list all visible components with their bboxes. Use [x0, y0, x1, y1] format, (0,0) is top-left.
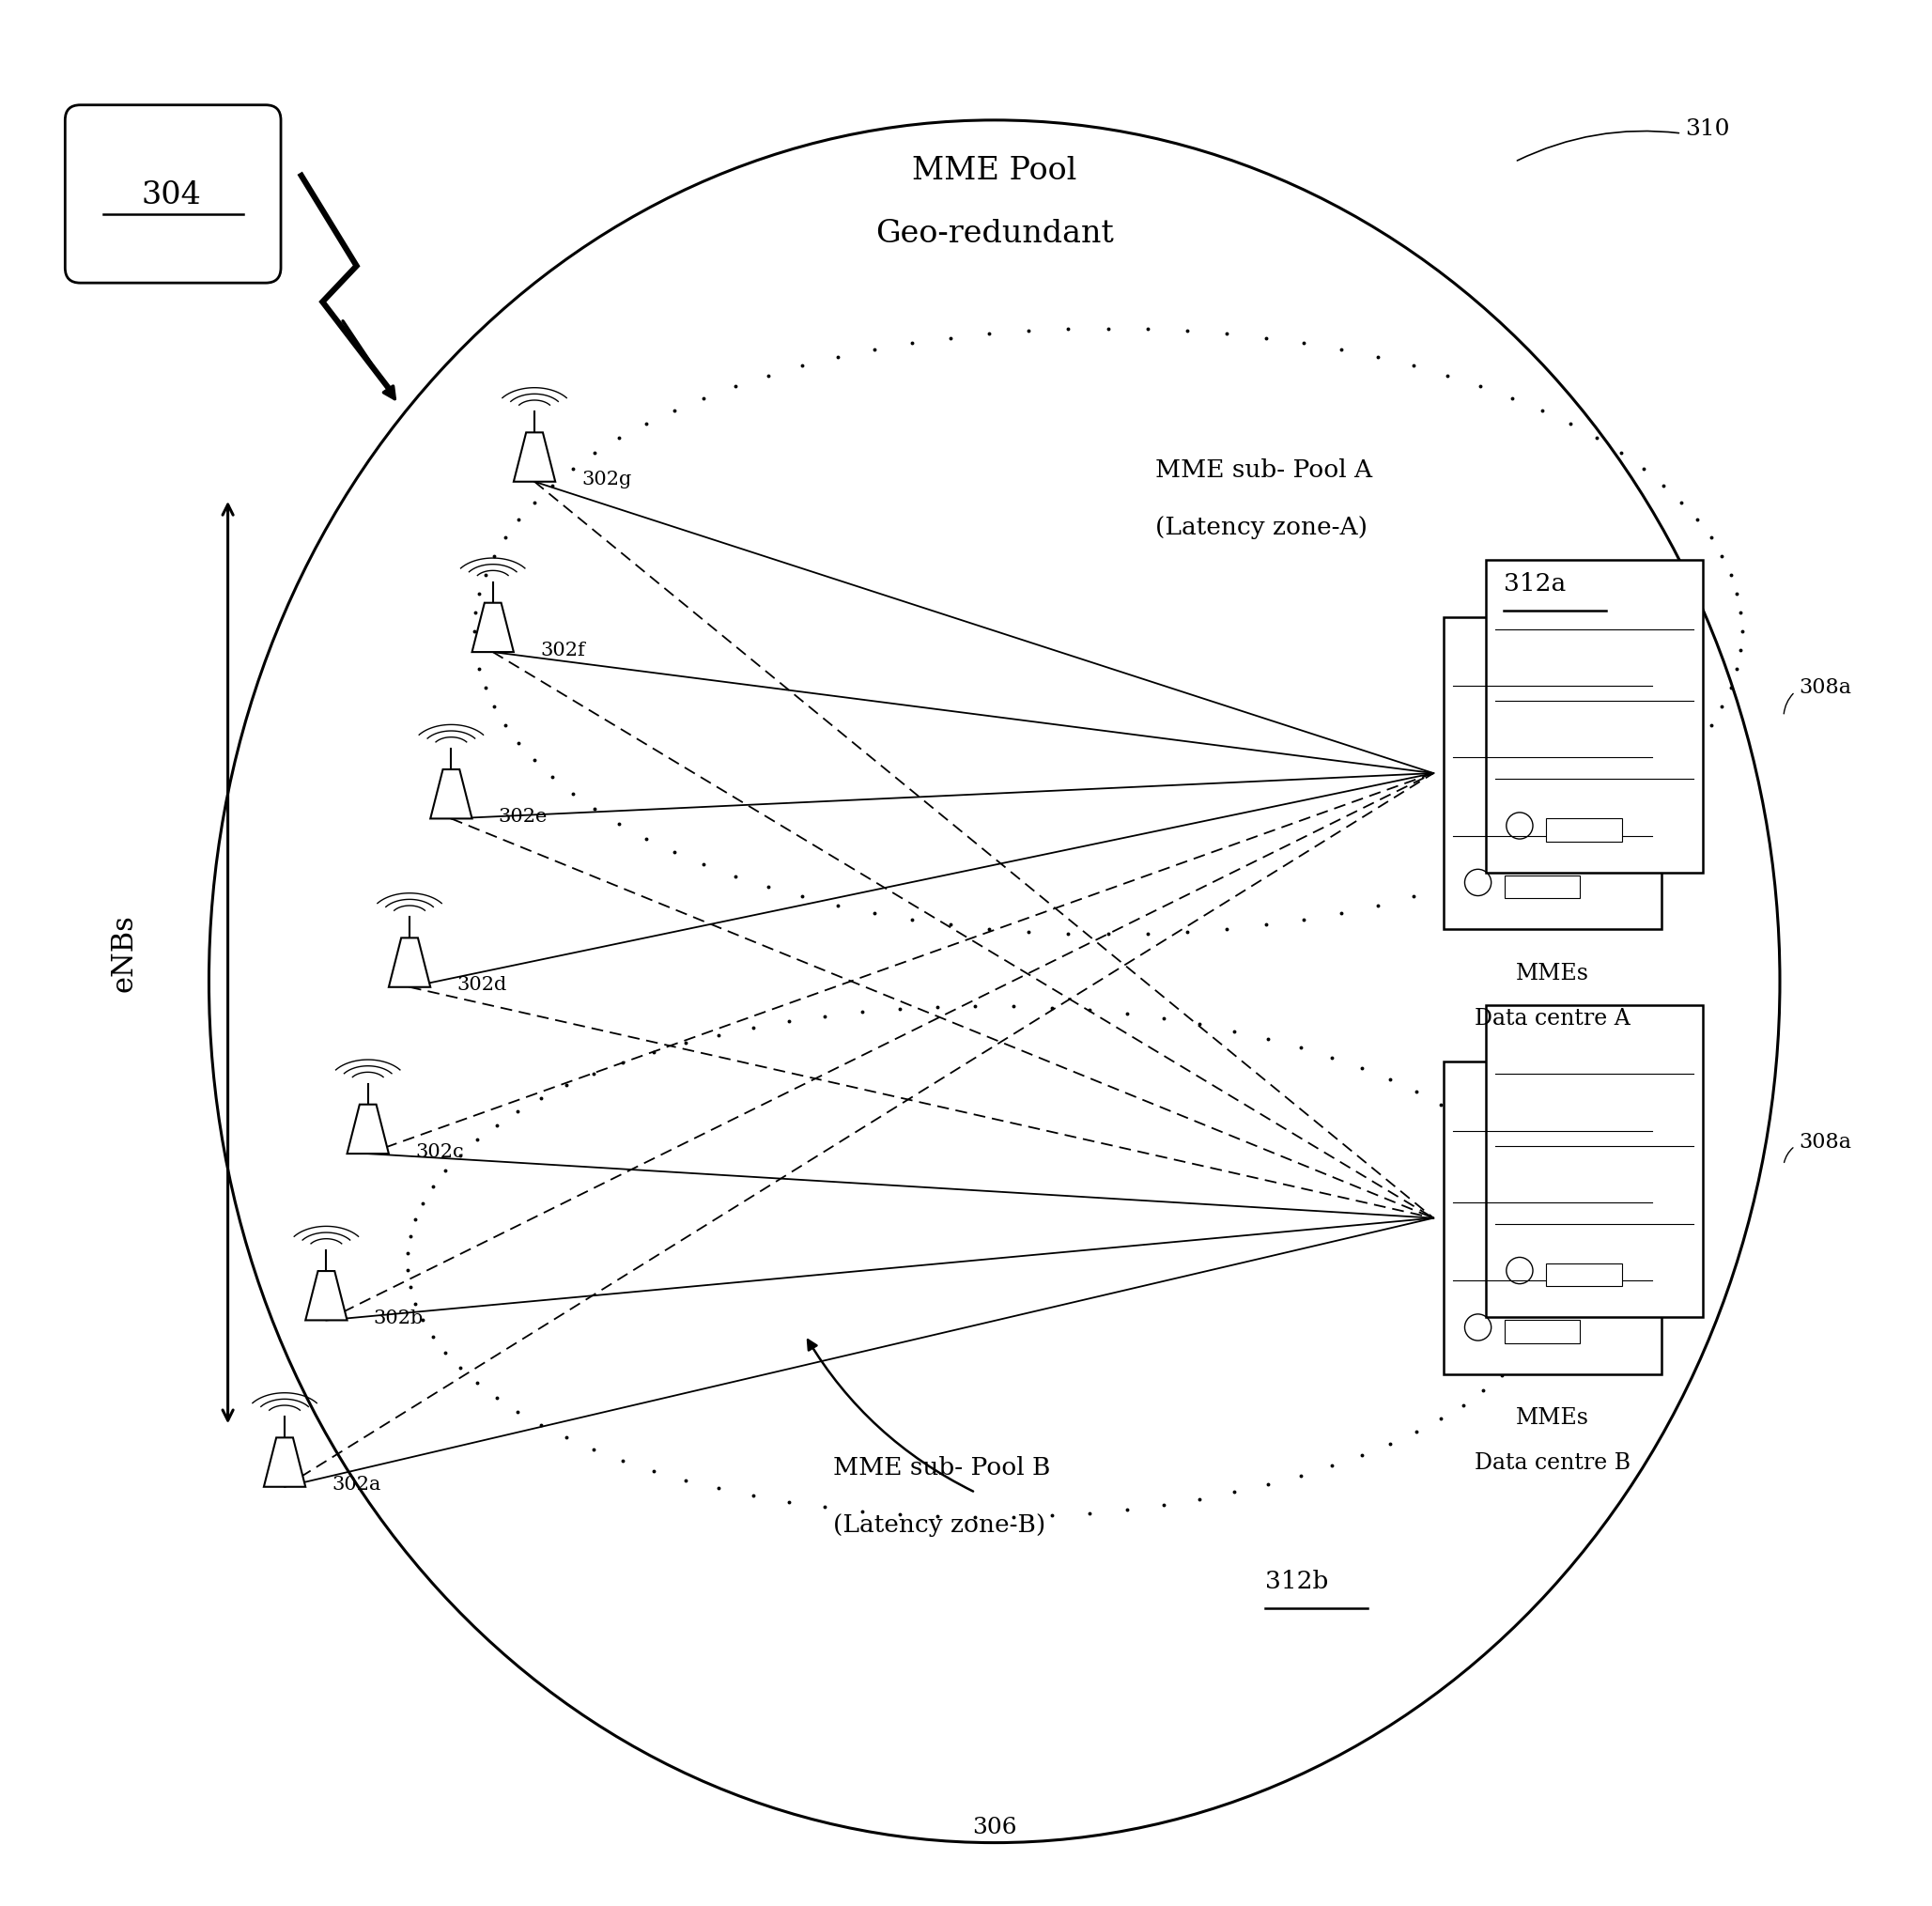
FancyBboxPatch shape [66, 105, 280, 282]
Text: (Latency zone-A): (Latency zone-A) [1155, 515, 1368, 539]
Text: 310: 310 [1685, 118, 1729, 141]
Bar [1546, 818, 1621, 841]
Text: 304: 304 [141, 181, 201, 212]
Text: eNBs: eNBs [110, 915, 139, 991]
Text: Data centre B: Data centre B [1474, 1452, 1631, 1475]
Polygon shape [348, 1104, 388, 1153]
Text: 312b: 312b [1265, 1571, 1329, 1593]
Text: MME sub- Pool A: MME sub- Pool A [1155, 459, 1372, 482]
Bar [1505, 1321, 1580, 1344]
Text: 312a: 312a [1503, 572, 1565, 595]
Polygon shape [471, 602, 514, 652]
Polygon shape [431, 770, 471, 818]
Polygon shape [388, 938, 431, 987]
Text: 302e: 302e [498, 808, 547, 825]
Text: MME sub- Pool B: MME sub- Pool B [833, 1456, 1051, 1479]
Text: 302f: 302f [541, 640, 585, 659]
Text: 302b: 302b [373, 1309, 423, 1327]
Bar [1546, 1264, 1621, 1287]
Text: MME Pool: MME Pool [912, 156, 1076, 187]
Ellipse shape [209, 120, 1779, 1843]
Polygon shape [265, 1437, 305, 1487]
Text: 306: 306 [972, 1816, 1016, 1839]
Text: MMEs: MMEs [1517, 963, 1590, 983]
Bar [1486, 1004, 1704, 1317]
Text: 308a: 308a [1799, 1132, 1851, 1153]
Bar [1486, 560, 1704, 873]
Polygon shape [305, 1271, 348, 1321]
Bar [1443, 618, 1662, 930]
Text: 308a: 308a [1799, 679, 1851, 698]
Polygon shape [514, 433, 554, 482]
Text: Data centre A: Data centre A [1474, 1008, 1631, 1029]
Text: 302c: 302c [415, 1144, 464, 1161]
Text: (Latency zone-B): (Latency zone-B) [833, 1513, 1045, 1536]
Bar [1505, 875, 1580, 898]
Text: Geo-redundant: Geo-redundant [875, 219, 1113, 248]
Text: MMEs: MMEs [1517, 1407, 1590, 1430]
Text: 302g: 302g [582, 471, 632, 488]
Bar [1443, 1062, 1662, 1374]
Text: 302a: 302a [332, 1475, 381, 1494]
Text: 302d: 302d [456, 976, 506, 995]
